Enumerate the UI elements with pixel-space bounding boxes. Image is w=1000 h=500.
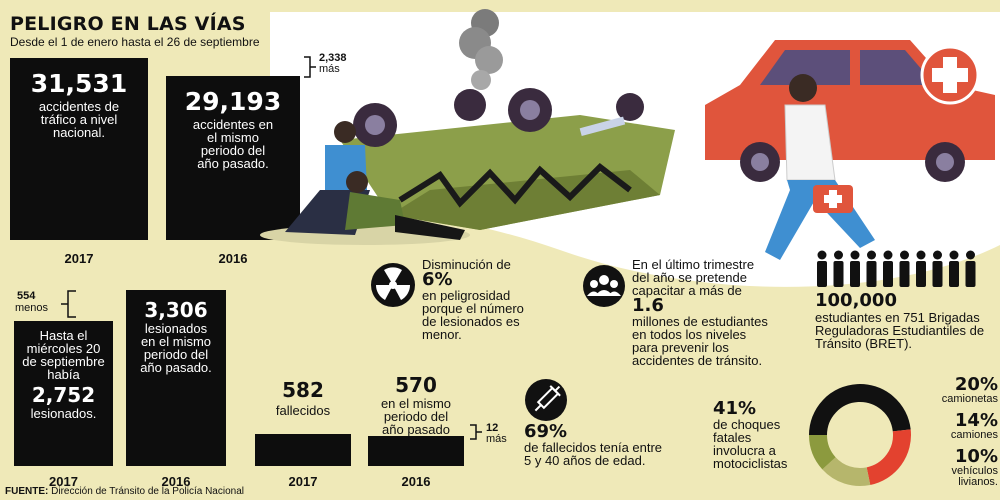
moto-pct: 41% — [713, 398, 757, 419]
injured-2016-bar: 3,306 lesionados en el mismo periodo del… — [126, 290, 226, 466]
student-figure — [817, 250, 827, 287]
segment-camionetas: 20% camionetas — [918, 376, 998, 405]
segment-camiones-pct: 14% — [954, 410, 998, 431]
injured-2017-year: 2017 — [49, 474, 78, 489]
deaths-2017-bar — [255, 434, 351, 466]
students-num: 100,000 — [815, 290, 897, 311]
accidents-diff-value: 2,338 — [319, 52, 347, 64]
injured-diff-bracket — [61, 290, 76, 318]
accidents-diff-bracket — [304, 56, 316, 78]
deaths-2016-year: 2016 — [401, 474, 431, 489]
accidents-2016-desc: accidentes en el mismo periodo del año p… — [192, 117, 274, 171]
injured-diff-value: 554 — [17, 290, 36, 302]
segment-camiones-label: camiones — [950, 429, 998, 441]
segment-camionetas-label: camionetas — [941, 393, 998, 405]
student-figure — [883, 250, 893, 287]
segment-camiones: 14% camiones — [918, 412, 998, 441]
students-fact: 100,000 estudiantes en 751 Brigadas Regu… — [815, 290, 1000, 350]
deaths-diff-label: más — [486, 433, 507, 445]
student-figure — [899, 250, 910, 287]
student-figure — [916, 250, 926, 287]
age-pct: 69% — [524, 421, 568, 442]
accidents-2017-year: 2017 — [64, 251, 94, 266]
donut-slice-camionetas — [866, 429, 911, 485]
accidents-2016-bar: 29,193 accidentes en el mismo periodo de… — [166, 76, 300, 240]
age-desc: de fallecidos tenía entre 5 y 40 años de… — [524, 440, 663, 468]
segment-camionetas-pct: 20% — [954, 374, 998, 395]
ambulance-illustration — [705, 40, 995, 182]
injured-diff-label: menos — [15, 302, 49, 314]
deaths-2016-bar — [368, 436, 464, 466]
deaths-2016-desc: en el mismo periodo del año pasado — [380, 396, 452, 437]
students-icon — [815, 250, 985, 288]
training-fact: En el último trimestre del año se preten… — [632, 258, 787, 367]
deaths-2017-value: 582 — [282, 378, 324, 402]
accidents-diff-label: más — [319, 63, 340, 75]
source-line: FUENTE: Dirección de Tránsito de la Poli… — [5, 486, 244, 497]
accidents-2017-bar: 31,531 accidentes de tráfico a nivel nac… — [10, 58, 148, 240]
age-fact: 69% de fallecidos tenía entre 5 y 40 año… — [524, 421, 684, 468]
danger-fact: Disminución de 6% en peligrosidad porque… — [422, 258, 562, 341]
segment-livianos-label: vehículos livianos. — [951, 465, 998, 488]
segment-livianos-pct: 10% — [954, 446, 998, 467]
injured-2017-desc: Hasta el miércoles 20 de septiembre habí… — [22, 328, 105, 382]
accidents-2016-value: 29,193 — [184, 87, 282, 116]
source-text: Dirección de Tránsito de la Policía Naci… — [51, 486, 245, 497]
page-subtitle: Desde el 1 de enero hasta el 26 de septi… — [10, 35, 260, 49]
student-figure — [932, 250, 943, 287]
injured-people-illustration — [255, 120, 470, 250]
injured-2016-year: 2016 — [161, 474, 191, 489]
deaths-2017-label: fallecidos — [275, 403, 331, 418]
danger-lead: Disminución de — [422, 257, 511, 272]
smoke-illustration — [455, 5, 510, 95]
student-figure — [866, 250, 877, 287]
syringe-icon — [525, 379, 567, 421]
deaths-2016-caption: 570 en el mismo periodo del año pasado — [368, 375, 464, 436]
deaths-2017-year: 2017 — [288, 474, 318, 489]
source-label: FUENTE: — [5, 486, 49, 497]
student-figure — [850, 250, 860, 287]
accidents-2017-desc: accidentes de tráfico a nivel nacional. — [38, 99, 120, 140]
student-figure — [965, 250, 976, 287]
student-figure — [833, 250, 844, 287]
overturned-car-illustration — [340, 88, 675, 230]
injured-2016-desc: lesionados en el mismo periodo del año p… — [140, 321, 212, 375]
students-desc: estudiantes en 751 Brigadas Reguladoras … — [815, 310, 985, 351]
deaths-2016-value: 570 — [395, 373, 437, 397]
radiation-icon — [371, 263, 415, 307]
training-intro: En el último trimestre del año se preten… — [632, 257, 755, 298]
vehicle-donut-chart — [809, 384, 911, 486]
accidents-2016-year: 2016 — [218, 251, 248, 266]
donut-slice-vehículos-livianos — [809, 434, 836, 470]
moto-desc: de choques fatales involucra a motocicli… — [713, 417, 788, 471]
injured-2017-value: 2,752 — [31, 383, 96, 407]
injured-2017-bar: Hasta el miércoles 20 de septiembre habí… — [14, 321, 113, 466]
page-title: PELIGRO EN LAS VÍAS — [10, 13, 246, 35]
danger-pct: 6% — [422, 269, 453, 290]
deaths-2017-caption: 582 fallecidos — [255, 380, 351, 417]
accidents-2017-value: 31,531 — [30, 69, 128, 98]
donut-slice-camiones — [822, 456, 871, 486]
moto-fact: 41% de choques fatales involucra a motoc… — [713, 398, 808, 471]
people-group-icon — [583, 265, 625, 307]
deaths-diff-value: 12 — [486, 422, 499, 434]
paramedic-illustration — [765, 74, 875, 260]
student-figure — [949, 250, 959, 287]
accidents-diff: 2,338 más — [319, 53, 347, 75]
segment-livianos: 10% vehículos livianos. — [918, 448, 998, 488]
training-desc: millones de estudiantes en todos los niv… — [632, 314, 768, 368]
deaths-diff: 12 más — [486, 423, 507, 445]
deaths-diff-bracket — [470, 424, 482, 440]
injured-2016-value: 3,306 — [144, 298, 208, 322]
danger-desc: en peligrosidad porque el número de lesi… — [422, 288, 524, 342]
training-num: 1.6 — [632, 295, 664, 316]
donut-slice-motocicletas — [809, 384, 911, 436]
injured-2017-label: lesionados. — [30, 406, 97, 421]
